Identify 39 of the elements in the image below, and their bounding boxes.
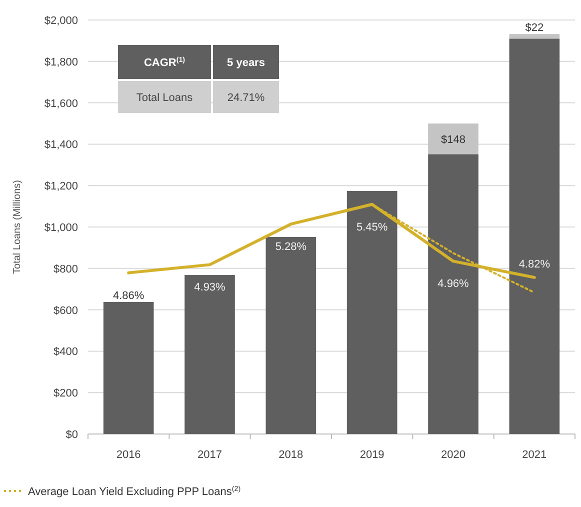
y-tick-label: $600 xyxy=(54,304,78,317)
y-tick-label: $400 xyxy=(54,346,78,358)
y-axis-title: Total Loans (Millions) xyxy=(12,180,23,274)
x-tick-label: 2020 xyxy=(441,449,466,461)
bar xyxy=(428,124,478,154)
bar xyxy=(103,302,154,434)
annotation: 24.71% xyxy=(227,92,265,104)
data-label: $148 xyxy=(441,134,466,146)
data-label: 5.45% xyxy=(356,221,388,234)
y-tick-label: $2,000 xyxy=(44,15,78,27)
y-tick-label: $800 xyxy=(54,263,78,276)
data-label: 5.28% xyxy=(275,241,307,254)
x-tick-label: 2019 xyxy=(360,449,384,461)
x-tick-label: 2021 xyxy=(522,449,547,461)
bar xyxy=(346,190,398,434)
data-label: 4.93% xyxy=(194,282,226,294)
x-tick-label: 2017 xyxy=(198,449,222,461)
y-tick-label: $1,000 xyxy=(44,222,78,234)
bar xyxy=(184,275,235,434)
data-label: $22 xyxy=(525,22,544,34)
annotation: Total Loans xyxy=(136,92,194,104)
data-label: 4.86% xyxy=(112,290,144,302)
y-tick-label: $1,200 xyxy=(44,180,78,193)
x-tick-label: 2016 xyxy=(116,449,141,461)
y-tick-label: $1,800 xyxy=(44,56,78,68)
y-tick-label: $0 xyxy=(66,429,78,441)
bar xyxy=(509,34,560,39)
data-label: 4.96% xyxy=(438,278,470,290)
annotation: 5 years xyxy=(227,57,265,69)
y-tick-label: $1,400 xyxy=(44,139,78,152)
bar xyxy=(428,154,478,434)
x-tick-label: 2018 xyxy=(278,449,304,461)
bar xyxy=(266,236,316,434)
y-tick-label: $1,600 xyxy=(44,98,78,110)
annotation: CAGR$^{(1)}$ xyxy=(144,56,186,69)
y-tick-label: $200 xyxy=(54,388,78,400)
data-label: 4.82% xyxy=(518,258,550,270)
legend-label: Average Loan Yield Excluding PPP Loans$^{(2)}$ xyxy=(28,485,241,498)
bar xyxy=(509,38,560,434)
